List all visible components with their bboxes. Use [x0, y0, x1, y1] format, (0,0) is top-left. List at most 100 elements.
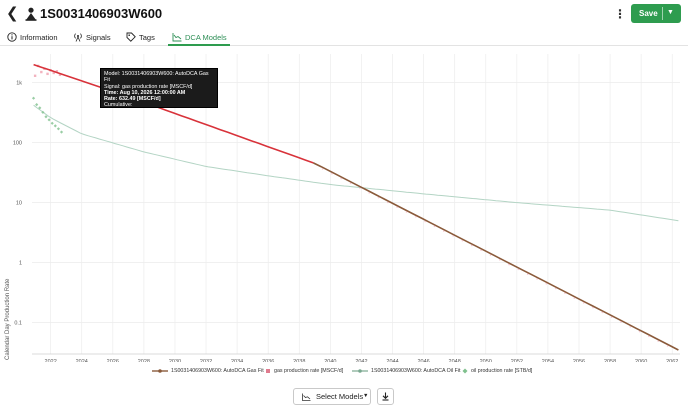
gas-rate-point [52, 71, 55, 75]
oil-rate-point [53, 124, 57, 128]
save-button[interactable]: Save ▼ [631, 4, 681, 23]
oil-rate-point [56, 127, 61, 131]
select-models-label: Select Models [316, 392, 364, 401]
x-tick-label: 2062 [666, 359, 678, 362]
gas-forecast-point [387, 201, 389, 204]
oil-rate-point [35, 103, 39, 107]
y-tick-label: 10 [16, 201, 22, 207]
gas-forecast-point [601, 311, 604, 314]
chart-icon [172, 33, 182, 42]
gas-forecast-point [536, 278, 538, 280]
chart-tooltip: Model: 1S0031406903W600: AutoDCA Gas Fit… [100, 68, 218, 108]
select-models-button[interactable]: Select Models ▼ [293, 388, 371, 405]
gas-forecast-point [610, 316, 613, 319]
legend-item-gas-rate[interactable]: gas production rate [MSCF/d] [265, 367, 343, 375]
x-tick-label: 2060 [635, 359, 647, 362]
oil-rate-point [41, 110, 45, 114]
y-tick-label: 0.1 [14, 321, 22, 327]
x-tick-label: 2032 [200, 359, 212, 362]
gas-rate-point [46, 72, 49, 76]
gas-forecast-point [545, 282, 548, 285]
legend-swatch-gas-fit [152, 368, 168, 373]
gas-rate-point [40, 70, 43, 74]
tab-dca-models-label: DCA Models [185, 33, 227, 42]
tooltip-rate: Rate: 632.49 [MSCF/d] [104, 96, 161, 103]
y-tick-label: 1k [16, 81, 22, 87]
x-tick-label: 2058 [604, 359, 616, 362]
gas-forecast-point [489, 254, 492, 256]
chevron-down-icon[interactable]: ▼ [667, 9, 674, 16]
tab-tags[interactable]: Tags [126, 32, 155, 46]
legend-label-gas-fit: 1S0031406903W600: AutoDCA Gas Fit [171, 368, 264, 374]
x-tick-label: 2052 [511, 359, 523, 362]
legend-item-gas-fit[interactable]: 1S0031406903W600: AutoDCA Gas Fit [152, 367, 264, 375]
tooltip-signal: Signal: gas production rate [MSCF/d] [104, 83, 193, 90]
more-options-icon[interactable]: ⋮ [614, 7, 626, 21]
chart-toolbar: Select Models ▼ [0, 386, 688, 406]
gas-forecast-point [433, 225, 436, 228]
y-tick-label: 1 [19, 261, 22, 267]
x-tick-label: 2050 [480, 359, 492, 362]
gas-forecast-point [629, 325, 632, 328]
gas-forecast-point [666, 345, 669, 347]
gas-forecast-point [508, 263, 510, 266]
legend-swatch-gas-rate [266, 368, 270, 373]
back-arrow-icon[interactable]: ❮ [6, 5, 19, 22]
legend-item-oil-fit[interactable]: 1S0031406903W600: AutoDCA Oil Fit [352, 367, 461, 375]
x-tick-label: 2038 [293, 359, 305, 362]
gas-forecast-point [368, 192, 371, 194]
tab-bar: Information Signals Tags DCA Models [0, 30, 688, 46]
x-tick-label: 2024 [76, 359, 88, 362]
x-tick-label: 2046 [417, 359, 429, 362]
well-icon [25, 7, 37, 21]
gas-rate-point [33, 74, 37, 77]
x-tick-label: 2022 [45, 359, 57, 362]
gas-forecast-point [582, 302, 585, 304]
oil-fit-line [33, 104, 679, 222]
tab-signals[interactable]: Signals [73, 32, 111, 46]
gas-forecast-point [657, 340, 660, 342]
gas-forecast-point [321, 168, 324, 170]
gas-forecast-point [396, 206, 398, 208]
legend-label-oil-rate: oil production rate [STB/d] [471, 368, 533, 374]
oil-rate-point [31, 96, 36, 100]
info-icon [7, 32, 17, 42]
tab-tags-label: Tags [139, 33, 155, 42]
chart-legend: 1S0031406903W600: AutoDCA Gas Fit gas pr… [140, 366, 560, 376]
active-tab-indicator [168, 44, 230, 46]
tab-dca-models[interactable]: DCA Models [172, 32, 227, 46]
gas-forecast-point [517, 268, 520, 271]
chevron-down-icon: ▼ [363, 393, 369, 399]
gas-forecast-point [461, 239, 464, 242]
gas-forecast-point [648, 335, 650, 338]
tab-information[interactable]: Information [7, 32, 58, 46]
gas-forecast-point [564, 292, 566, 295]
legend-swatch-oil-rate [462, 368, 468, 374]
gas-forecast-point [452, 235, 454, 237]
gas-forecast-point [498, 259, 501, 261]
tooltip-cumulative: Cumulative: [104, 102, 133, 109]
gas-fit-forecast-line [312, 162, 679, 351]
gas-rate-point [55, 70, 59, 73]
oil-rate-point [50, 121, 54, 125]
gas-forecast-point [442, 230, 445, 232]
x-tick-label: 2042 [355, 359, 367, 362]
x-tick-label: 2030 [169, 359, 181, 362]
x-tick-label: 2044 [386, 359, 398, 362]
gas-forecast-point [480, 249, 482, 252]
gas-forecast-point [620, 321, 622, 323]
save-button-label: Save [639, 9, 658, 18]
page-title: 1S0031406903W600 [40, 6, 163, 21]
gas-forecast-point [573, 297, 576, 299]
gas-forecast-point [349, 182, 352, 185]
x-tick-label: 2048 [449, 359, 461, 362]
x-tick-label: 2040 [324, 359, 336, 362]
gas-forecast-point [415, 215, 417, 218]
gas-forecast-point [424, 220, 426, 223]
legend-item-oil-rate[interactable]: oil production rate [STB/d] [462, 367, 532, 375]
download-button[interactable] [377, 388, 394, 405]
x-tick-label: 2036 [262, 359, 274, 362]
y-axis-label: Calendar Day Production Rate [5, 278, 11, 360]
gas-forecast-point [359, 187, 361, 189]
tab-signals-label: Signals [86, 33, 111, 42]
